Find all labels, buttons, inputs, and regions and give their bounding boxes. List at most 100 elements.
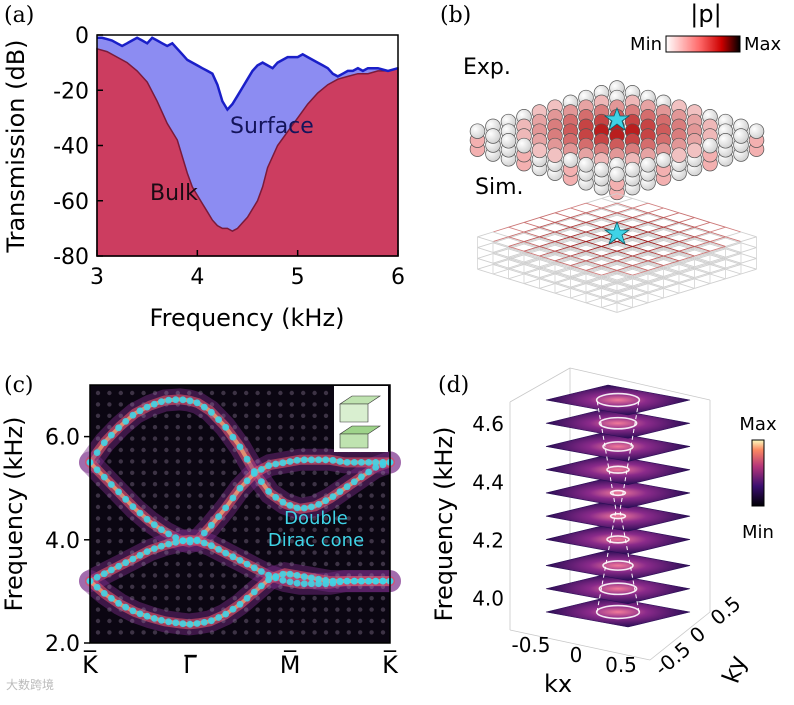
cone-guide-right	[619, 399, 640, 613]
background-dot	[209, 425, 215, 430]
panel-b-field-maps: |p| Min Max Exp. Sim.	[463, 0, 782, 313]
panel-d-z-axis-label: Frequency (kHz)	[430, 427, 458, 622]
lattice-bond	[678, 272, 695, 279]
lattice-bond	[725, 273, 742, 280]
band-point	[115, 599, 122, 607]
background-dot	[301, 390, 306, 396]
background-dot	[118, 573, 124, 578]
background-dot	[175, 425, 180, 430]
lattice-bond	[539, 221, 556, 228]
background-dot	[369, 607, 374, 612]
background-dot	[266, 413, 272, 418]
experiment-sphere-lattice	[469, 80, 765, 201]
band-point	[222, 610, 230, 618]
isofrequency-ring	[595, 392, 641, 408]
lattice-bond	[663, 231, 680, 238]
lattice-bond	[616, 250, 633, 257]
lattice-bond	[585, 286, 602, 293]
background-dot	[289, 607, 294, 612]
band-point	[208, 617, 215, 625]
band-point	[336, 458, 344, 465]
lattice-bond	[585, 221, 602, 228]
lattice-bond	[601, 193, 618, 199]
band-point	[243, 455, 251, 463]
background-dot	[107, 516, 112, 521]
ky-tick-label: 0.5	[706, 591, 746, 630]
band-point	[329, 577, 337, 585]
background-dot	[312, 550, 317, 555]
band-point	[215, 546, 223, 553]
background-dot	[255, 607, 260, 612]
background-dot	[278, 607, 283, 612]
background-dot	[323, 493, 329, 498]
background-dot	[266, 447, 272, 453]
background-dot	[107, 425, 112, 430]
frequency-slice	[545, 384, 691, 416]
lattice-bond	[523, 236, 540, 243]
band-point	[93, 466, 101, 474]
background-dot	[95, 607, 101, 612]
background-dot	[335, 539, 340, 544]
lattice-bond	[725, 253, 742, 259]
band-point	[165, 618, 173, 626]
background-dot	[130, 425, 135, 430]
lattice-bond	[539, 267, 556, 274]
background-dot	[209, 539, 215, 544]
lattice-bond	[709, 226, 726, 233]
lattice-bond	[709, 241, 726, 247]
band-point	[108, 481, 115, 488]
background-dot	[266, 527, 272, 532]
background-dot	[289, 561, 294, 567]
band-point	[308, 580, 315, 588]
lattice-bond	[508, 268, 525, 275]
band-point	[286, 502, 294, 509]
background-dot	[187, 596, 192, 601]
background-dot	[289, 470, 294, 475]
lattice-bond	[694, 251, 711, 258]
background-dot	[301, 596, 306, 601]
lattice-bond	[663, 250, 680, 257]
lattice-bond	[508, 251, 525, 258]
background-dot	[323, 561, 329, 567]
background-dot	[232, 504, 237, 510]
background-dot	[209, 584, 215, 589]
background-dot	[209, 482, 215, 487]
lattice-bond	[678, 256, 695, 263]
background-dot	[130, 390, 135, 396]
background-dot	[187, 550, 192, 555]
lattice-sphere	[469, 123, 486, 139]
background-dot	[323, 390, 329, 396]
lattice-bond	[663, 245, 680, 252]
lattice-bond	[709, 278, 726, 285]
band-point	[236, 557, 244, 564]
background-dot	[232, 596, 237, 601]
background-dot	[255, 550, 260, 555]
background-dot	[107, 539, 112, 544]
panel-d-kx-label: kx	[544, 670, 572, 698]
lattice-bond	[694, 278, 711, 285]
background-dot	[323, 436, 329, 441]
lattice-bond	[523, 256, 540, 263]
kx-tick-label: 0.5	[605, 653, 637, 677]
lattice-bond	[601, 296, 618, 303]
background-dot	[209, 527, 215, 532]
background-dot	[323, 482, 329, 487]
lattice-bond	[616, 245, 633, 252]
background-dot	[346, 596, 351, 601]
background-dot	[107, 447, 112, 453]
panel-a-area-chart: 3 4 5 6 0 -20 -40 -60 -80 Surface Bulk Frequency…	[2, 24, 405, 332]
background-dot	[255, 447, 260, 453]
lattice-bond	[678, 267, 695, 274]
background-dot	[141, 561, 146, 567]
lattice-bond	[585, 281, 602, 288]
background-dot	[289, 402, 294, 407]
background-dot	[118, 436, 124, 441]
band-point	[286, 458, 294, 465]
background-dot	[323, 618, 329, 624]
background-dot	[335, 516, 340, 521]
background-dot	[118, 550, 124, 555]
lattice-bond	[740, 242, 757, 249]
band-point	[143, 403, 151, 411]
lattice-bond	[570, 271, 587, 277]
lattice-bond	[647, 260, 664, 267]
